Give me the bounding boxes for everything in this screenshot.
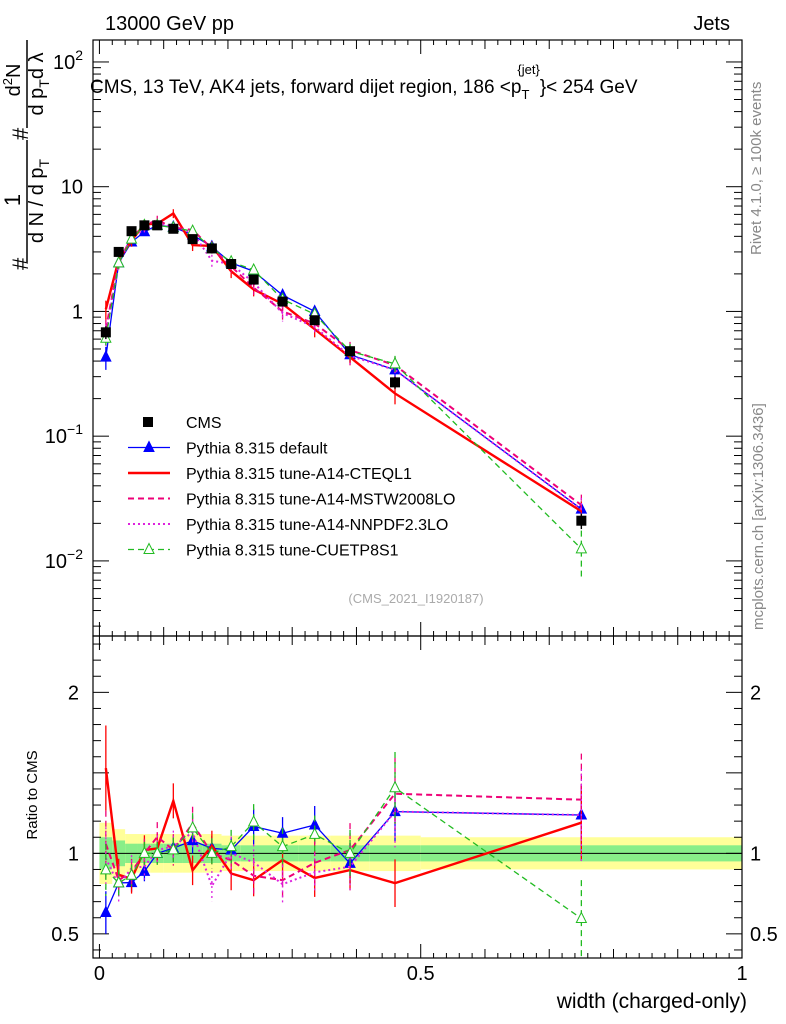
ratio-tick-label: 1 xyxy=(68,843,79,865)
legend-label-nnpdf: Pythia 8.315 tune-A14-NNPDF2.3LO xyxy=(186,517,448,534)
plot-title: CMS, 13 TeV, AK4 jets, forward dijet reg… xyxy=(90,62,638,102)
series-point-cuetp xyxy=(247,262,260,275)
ratio-point-cuetp xyxy=(151,846,164,858)
y-frac2-num: d2N xyxy=(0,64,25,97)
y-frac1-num: 1 xyxy=(0,194,25,206)
data-point xyxy=(345,346,356,357)
y-axis-label: # 1 d N / d pT # d2N d pTd λ xyxy=(0,40,52,270)
data-point xyxy=(113,246,124,257)
data-point xyxy=(168,223,179,234)
title-end: }< 254 GeV xyxy=(540,77,638,98)
ratio-tick-label-right: 1 xyxy=(750,843,761,865)
ratio-point-cuetp xyxy=(389,780,401,793)
data-point xyxy=(100,327,111,338)
legend-label-cteq: Pythia 8.315 tune-A14-CTEQL1 xyxy=(186,466,412,483)
legend-marker-default xyxy=(143,440,155,452)
y-frac2-den: d pTd λ xyxy=(26,52,52,115)
series-point-cuetp xyxy=(125,231,138,244)
series-point-cuetp xyxy=(112,255,125,268)
ratio-point-default xyxy=(100,905,112,918)
ratio-point-cuetp xyxy=(225,839,237,852)
series-line-mstw xyxy=(104,218,582,506)
rivet-label: Rivet 4.1.0, ≥ 100k events xyxy=(748,82,765,255)
y-tick-label: 10−1 xyxy=(45,421,83,448)
main-panel: 10−2 10−1 1 10 102 xyxy=(45,39,743,637)
series-line-cuetp xyxy=(105,224,582,550)
ratio-point-cuetp xyxy=(186,820,199,833)
y-tick-label: 102 xyxy=(53,47,83,74)
title-main: CMS, 13 TeV, AK4 jets, forward dijet reg… xyxy=(90,77,521,98)
data-point xyxy=(226,259,237,270)
legend-label-cms: CMS xyxy=(186,415,222,432)
y-frac1-den: d N / d pT xyxy=(26,158,52,243)
mcplots-label: mcplots.cern.ch [arXiv:1306.3436] xyxy=(750,403,767,630)
ratio-point-cuetp xyxy=(206,846,218,858)
ratio-tick-label-right: 2 xyxy=(750,682,761,704)
y-tick-label: 1 xyxy=(72,301,83,323)
y-tick-label: 10 xyxy=(61,177,83,199)
y-hash-mid: # xyxy=(8,127,33,140)
legend-marker-cuetp xyxy=(143,542,155,554)
ratio-point-default xyxy=(138,864,151,876)
ratio-tick-label-right: 0.5 xyxy=(750,924,778,946)
series-point-default xyxy=(100,350,112,362)
data-point xyxy=(187,234,198,245)
data-point xyxy=(139,220,150,231)
x-tick-label: 1 xyxy=(736,963,747,985)
ratio-panel: 0 0.5 10.5 0.51 12 2 xyxy=(51,40,778,985)
data-point xyxy=(248,274,259,285)
data-point xyxy=(576,515,587,526)
y-hash: # xyxy=(8,257,33,270)
legend-label-default: Pythia 8.315 default xyxy=(186,441,328,458)
data-point xyxy=(126,226,137,237)
data-point xyxy=(206,243,217,254)
series-point-cuetp xyxy=(389,356,401,369)
ratio-point-cuetp xyxy=(125,868,138,880)
ratio-tick-label: 0.5 xyxy=(51,924,79,946)
ratio-line-cuetp xyxy=(105,786,582,920)
data-point xyxy=(390,377,401,388)
y-tick-label: 10−2 xyxy=(45,546,83,573)
series-point-cuetp xyxy=(575,541,588,554)
ratio-point-cuetp xyxy=(167,842,180,855)
x-axis-label: width (charged-only) xyxy=(556,990,747,1013)
header-left: 13000 GeV pp xyxy=(105,13,234,35)
legend-label-cuetp: Pythia 8.315 tune-CUETP8S1 xyxy=(186,543,399,560)
legend-label-mstw: Pythia 8.315 tune-A14-MSTW2008LO xyxy=(186,492,455,509)
header-right: Jets xyxy=(693,13,730,35)
ratio-point-cuetp xyxy=(575,911,588,924)
data-point xyxy=(277,296,288,307)
ratio-frame xyxy=(92,635,743,959)
ratio-point-cuetp xyxy=(138,846,151,858)
x-tick-label: 0 xyxy=(94,963,105,985)
ratio-y-label: Ratio to CMS xyxy=(24,750,41,839)
ratio-point-cuetp xyxy=(100,862,112,875)
ratio-point-cuetp xyxy=(276,839,289,852)
ratio-point-cuetp xyxy=(247,814,260,827)
data-point xyxy=(152,220,163,231)
x-tick-label: 0.5 xyxy=(407,963,435,985)
legend-marker-cms xyxy=(143,417,153,427)
title-sub: T xyxy=(521,87,529,102)
analysis-id: (CMS_2021_I1920187) xyxy=(348,591,483,606)
ratio-point-cuetp xyxy=(112,875,125,888)
data-point xyxy=(309,315,320,326)
ratio-point-cuetp xyxy=(308,827,321,839)
title-sup: {jet} xyxy=(517,62,540,77)
ratio-tick-label: 2 xyxy=(68,682,79,704)
ratio-point-cuetp xyxy=(344,846,356,858)
legend: CMS Pythia 8.315 default Pythia 8.315 tune… xyxy=(128,415,455,560)
